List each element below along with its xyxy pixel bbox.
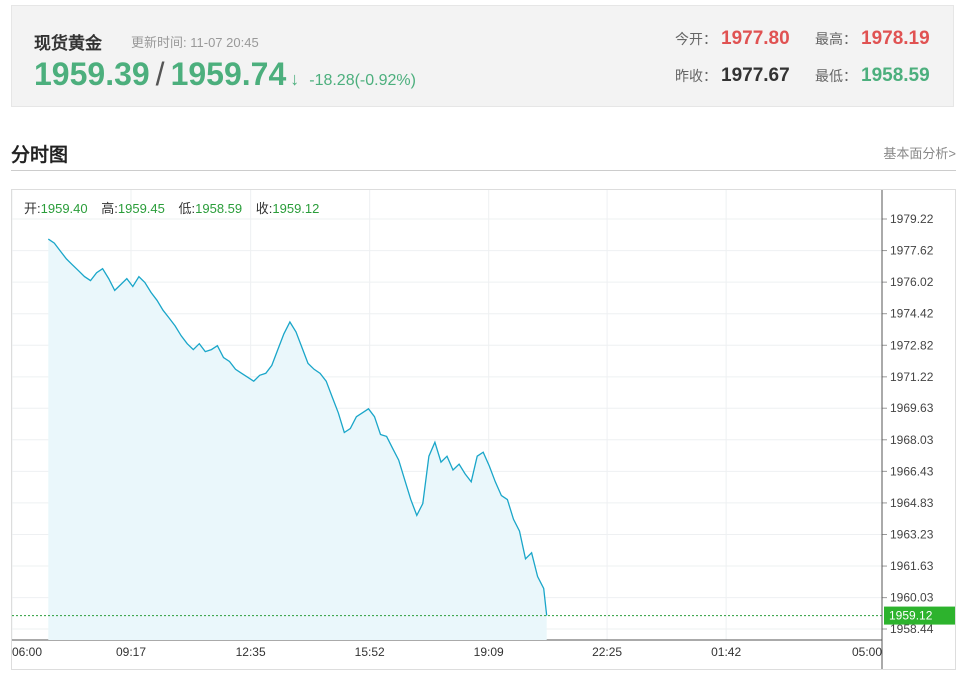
chart-low-value: 1958.59 xyxy=(195,201,242,216)
chart-close-value: 1959.12 xyxy=(272,201,319,216)
x-tick-label: 09:17 xyxy=(116,645,146,659)
x-tick-label: 15:52 xyxy=(355,645,385,659)
chart-low-label: 低: xyxy=(179,201,196,216)
current-price-badge xyxy=(884,606,955,625)
chart-high-value: 1959.45 xyxy=(118,201,165,216)
bid-price: 1959.39 xyxy=(34,56,150,92)
y-tick-label: 1966.43 xyxy=(890,464,934,478)
x-tick-label: 05:00 xyxy=(852,645,882,659)
y-tick-label: 1963.23 xyxy=(890,527,934,541)
stats-row-2: 昨收： 1977.67 最低： 1958.59 xyxy=(659,65,939,87)
intraday-chart[interactable]: 1979.22 1977.62 1976.02 1974.42 1972.82 1971.… xyxy=(11,189,956,670)
current-price-label: 1959.12 xyxy=(889,609,933,623)
x-tick-label: 06:00 xyxy=(12,645,42,659)
prev-close-label: 昨收： xyxy=(675,68,717,84)
chart-open-value: 1959.40 xyxy=(41,201,88,216)
open-label: 今开： xyxy=(675,31,717,47)
y-tick-label: 1974.42 xyxy=(890,307,934,321)
y-tick-label: 1979.22 xyxy=(890,212,934,226)
quote-header: 现货黄金 更新时间: 11-07 20:45 1959.39 / 1959.74… xyxy=(11,5,954,107)
y-tick-label: 1976.02 xyxy=(890,275,934,289)
x-tick-label: 19:09 xyxy=(474,645,504,659)
stats-row-1: 今开： 1977.80 最高： 1978.19 xyxy=(659,28,939,50)
instrument-title: 现货黄金 xyxy=(34,34,102,53)
y-tick-label: 1961.63 xyxy=(890,559,934,573)
section-divider xyxy=(11,170,956,171)
y-tick-label: 1958.44 xyxy=(890,622,934,636)
y-tick-label: 1969.63 xyxy=(890,401,934,415)
price-change: -18.28(-0.92%) xyxy=(309,72,416,89)
fundamental-analysis-link[interactable]: 基本面分析> xyxy=(883,146,956,161)
chart-svg: 1979.22 1977.62 1976.02 1974.42 1972.82 1971.… xyxy=(11,190,955,669)
prev-close-value: 1977.67 xyxy=(721,65,790,86)
y-tick-label: 1971.22 xyxy=(890,370,934,384)
high-value: 1978.19 xyxy=(861,28,930,49)
down-arrow-icon: ↓ xyxy=(290,69,300,89)
label-layer: 1979.22 1977.62 1976.02 1974.42 1972.82 1971.… xyxy=(12,212,955,659)
chart-open-label: 开: xyxy=(24,201,41,216)
x-tick-label: 01:42 xyxy=(711,645,741,659)
price-area-fill xyxy=(48,239,547,640)
chart-ohlc-info: 开:1959.40 高:1959.45 低:1958.59 收:1959.12 xyxy=(24,201,319,216)
ask-price: 1959.74 xyxy=(170,56,287,92)
price-separator: / xyxy=(155,56,165,92)
high-label: 最高： xyxy=(815,31,857,47)
y-tick-label: 1964.83 xyxy=(890,496,934,510)
chart-high-label: 高: xyxy=(101,201,118,216)
y-tick-label: 1960.03 xyxy=(890,591,934,605)
x-tick-label: 12:35 xyxy=(236,645,266,659)
section-title: 分时图 xyxy=(11,145,69,166)
area-layer xyxy=(12,238,882,640)
price-line xyxy=(47,238,548,616)
y-tick-label: 1968.03 xyxy=(890,433,934,447)
price-line: 1959.39 / 1959.74 ↓ -18.28(-0.92%) xyxy=(34,56,416,96)
low-value: 1958.59 xyxy=(861,65,930,86)
low-label: 最低： xyxy=(815,68,857,84)
chart-close-label: 收: xyxy=(256,201,273,216)
y-tick-label: 1977.62 xyxy=(890,244,934,258)
y-tick-label: 1972.82 xyxy=(890,338,934,352)
update-time: 更新时间: 11-07 20:45 xyxy=(131,35,259,50)
open-value: 1977.80 xyxy=(721,28,790,49)
x-tick-label: 22:25 xyxy=(592,645,622,659)
